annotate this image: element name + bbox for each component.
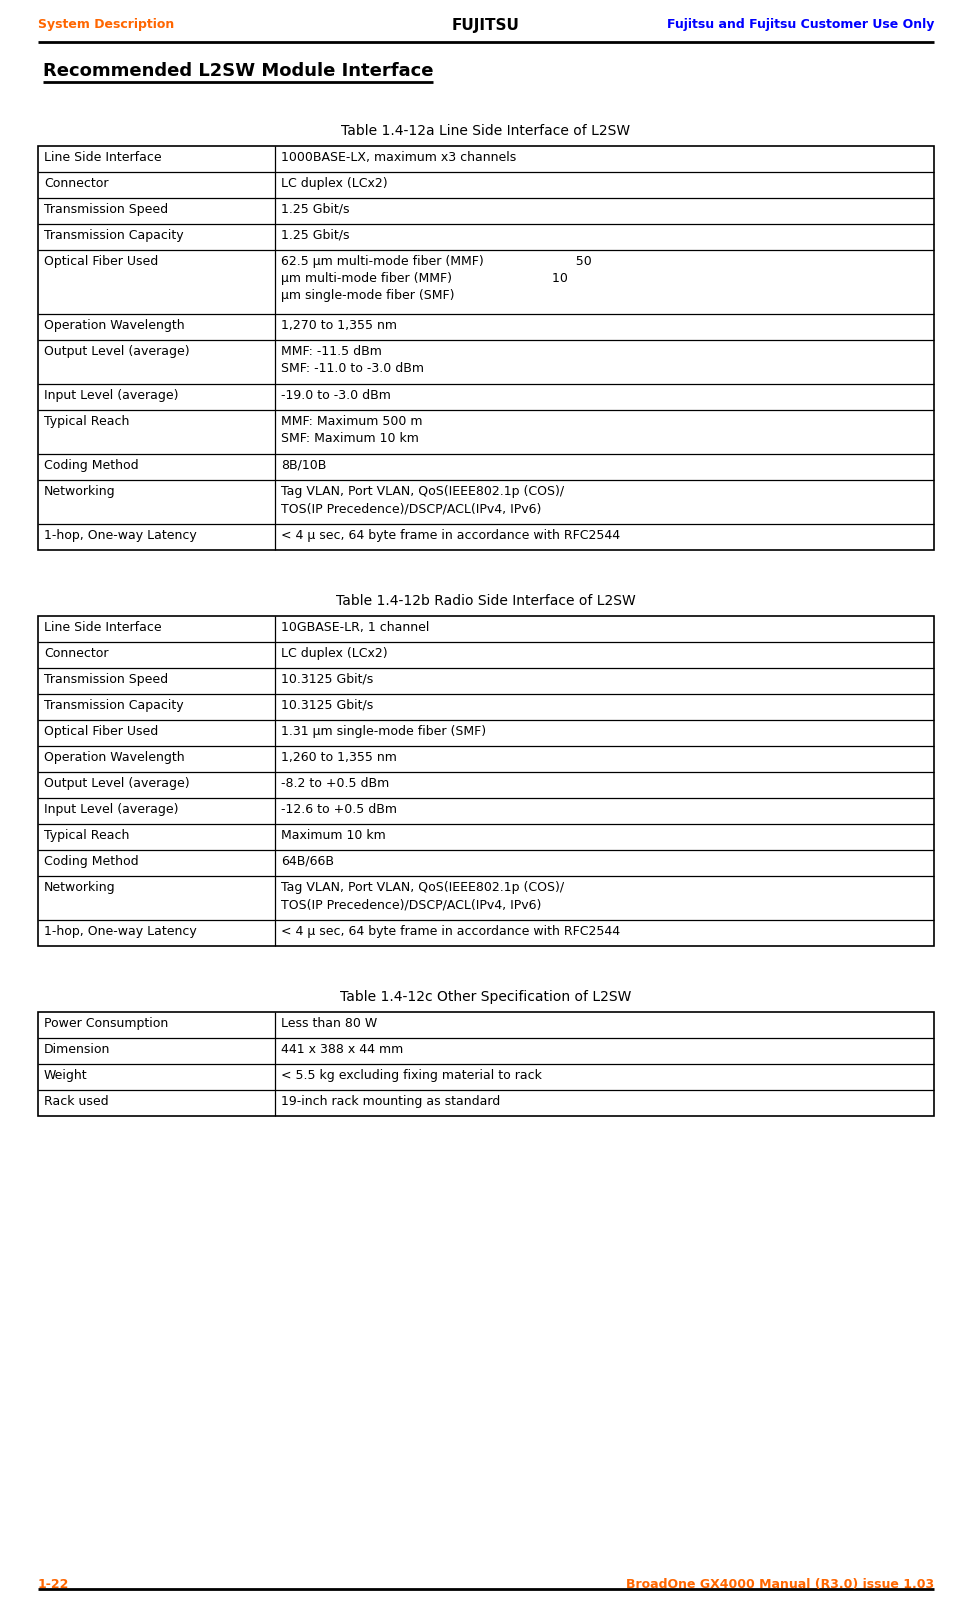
Text: 1000BASE-LX, maximum x3 channels: 1000BASE-LX, maximum x3 channels: [282, 151, 517, 164]
Text: Maximum 10 km: Maximum 10 km: [282, 828, 386, 841]
Text: Typical Reach: Typical Reach: [44, 415, 129, 428]
Text: Operation Wavelength: Operation Wavelength: [44, 751, 185, 763]
Bar: [38, 616, 934, 947]
Text: Coding Method: Coding Method: [44, 459, 139, 472]
Text: FUJITSU: FUJITSU: [452, 18, 520, 32]
Text: < 4 μ sec, 64 byte frame in accordance with RFC2544: < 4 μ sec, 64 byte frame in accordance w…: [282, 926, 620, 939]
Text: 1.25 Gbit/s: 1.25 Gbit/s: [282, 203, 350, 216]
Text: -12.6 to +0.5 dBm: -12.6 to +0.5 dBm: [282, 802, 398, 815]
Text: Rack used: Rack used: [44, 1096, 109, 1109]
Text: 1.31 μm single-mode fiber (SMF): 1.31 μm single-mode fiber (SMF): [282, 725, 487, 738]
Text: MMF: Maximum 500 m
SMF: Maximum 10 km: MMF: Maximum 500 m SMF: Maximum 10 km: [282, 415, 423, 446]
Text: Fujitsu and Fujitsu Customer Use Only: Fujitsu and Fujitsu Customer Use Only: [667, 18, 934, 31]
Text: Networking: Networking: [44, 880, 116, 895]
Text: 19-inch rack mounting as standard: 19-inch rack mounting as standard: [282, 1096, 501, 1109]
Text: -8.2 to +0.5 dBm: -8.2 to +0.5 dBm: [282, 776, 390, 789]
Text: System Description: System Description: [38, 18, 174, 31]
Text: Recommended L2SW Module Interface: Recommended L2SW Module Interface: [43, 62, 434, 79]
Text: 1-hop, One-way Latency: 1-hop, One-way Latency: [44, 926, 196, 939]
Text: Power Consumption: Power Consumption: [44, 1016, 168, 1029]
Text: Transmission Capacity: Transmission Capacity: [44, 229, 184, 242]
Text: Typical Reach: Typical Reach: [44, 828, 129, 841]
Text: Transmission Speed: Transmission Speed: [44, 203, 168, 216]
Text: Output Level (average): Output Level (average): [44, 345, 190, 358]
Text: Table 1.4-12b Radio Side Interface of L2SW: Table 1.4-12b Radio Side Interface of L2…: [336, 593, 636, 608]
Text: Less than 80 W: Less than 80 W: [282, 1016, 378, 1029]
Text: 441 x 388 x 44 mm: 441 x 388 x 44 mm: [282, 1042, 403, 1055]
Text: Input Level (average): Input Level (average): [44, 802, 179, 815]
Text: Transmission Speed: Transmission Speed: [44, 673, 168, 686]
Text: Dimension: Dimension: [44, 1042, 111, 1055]
Text: 1,260 to 1,355 nm: 1,260 to 1,355 nm: [282, 751, 398, 763]
Text: -19.0 to -3.0 dBm: -19.0 to -3.0 dBm: [282, 389, 392, 402]
Text: Optical Fiber Used: Optical Fiber Used: [44, 254, 158, 267]
Text: Coding Method: Coding Method: [44, 854, 139, 867]
Text: 8B/10B: 8B/10B: [282, 459, 327, 472]
Text: Optical Fiber Used: Optical Fiber Used: [44, 725, 158, 738]
Text: < 5.5 kg excluding fixing material to rack: < 5.5 kg excluding fixing material to ra…: [282, 1068, 542, 1081]
Text: Networking: Networking: [44, 485, 116, 498]
Bar: [38, 146, 934, 550]
Text: 1.25 Gbit/s: 1.25 Gbit/s: [282, 229, 350, 242]
Text: Input Level (average): Input Level (average): [44, 389, 179, 402]
Text: 1,270 to 1,355 nm: 1,270 to 1,355 nm: [282, 319, 398, 332]
Text: 10.3125 Gbit/s: 10.3125 Gbit/s: [282, 699, 373, 712]
Text: Connector: Connector: [44, 177, 109, 190]
Text: 1-hop, One-way Latency: 1-hop, One-way Latency: [44, 528, 196, 541]
Text: Weight: Weight: [44, 1068, 87, 1081]
Text: < 4 μ sec, 64 byte frame in accordance with RFC2544: < 4 μ sec, 64 byte frame in accordance w…: [282, 528, 620, 541]
Text: Transmission Capacity: Transmission Capacity: [44, 699, 184, 712]
Text: Tag VLAN, Port VLAN, QoS(IEEE802.1p (COS)/
TOS(IP Precedence)/DSCP/ACL(IPv4, IPv: Tag VLAN, Port VLAN, QoS(IEEE802.1p (COS…: [282, 485, 565, 515]
Text: 62.5 μm multi-mode fiber (MMF)                       50
μm multi-mode fiber (MMF: 62.5 μm multi-mode fiber (MMF) 50 μm mul…: [282, 254, 592, 302]
Text: Line Side Interface: Line Side Interface: [44, 151, 161, 164]
Text: Output Level (average): Output Level (average): [44, 776, 190, 789]
Text: Line Side Interface: Line Side Interface: [44, 621, 161, 634]
Text: Operation Wavelength: Operation Wavelength: [44, 319, 185, 332]
Text: MMF: -11.5 dBm
SMF: -11.0 to -3.0 dBm: MMF: -11.5 dBm SMF: -11.0 to -3.0 dBm: [282, 345, 425, 374]
Bar: [38, 1012, 934, 1115]
Text: LC duplex (LCx2): LC duplex (LCx2): [282, 647, 388, 660]
Text: 10GBASE-LR, 1 channel: 10GBASE-LR, 1 channel: [282, 621, 430, 634]
Text: Tag VLAN, Port VLAN, QoS(IEEE802.1p (COS)/
TOS(IP Precedence)/DSCP/ACL(IPv4, IPv: Tag VLAN, Port VLAN, QoS(IEEE802.1p (COS…: [282, 880, 565, 911]
Text: Connector: Connector: [44, 647, 109, 660]
Text: 64B/66B: 64B/66B: [282, 854, 334, 867]
Text: Table 1.4-12a Line Side Interface of L2SW: Table 1.4-12a Line Side Interface of L2S…: [341, 123, 631, 138]
Text: BroadOne GX4000 Manual (R3.0) issue 1.03: BroadOne GX4000 Manual (R3.0) issue 1.03: [626, 1577, 934, 1590]
Text: Table 1.4-12c Other Specification of L2SW: Table 1.4-12c Other Specification of L2S…: [340, 990, 632, 1003]
Text: 1-22: 1-22: [38, 1577, 69, 1590]
Text: 10.3125 Gbit/s: 10.3125 Gbit/s: [282, 673, 373, 686]
Text: LC duplex (LCx2): LC duplex (LCx2): [282, 177, 388, 190]
